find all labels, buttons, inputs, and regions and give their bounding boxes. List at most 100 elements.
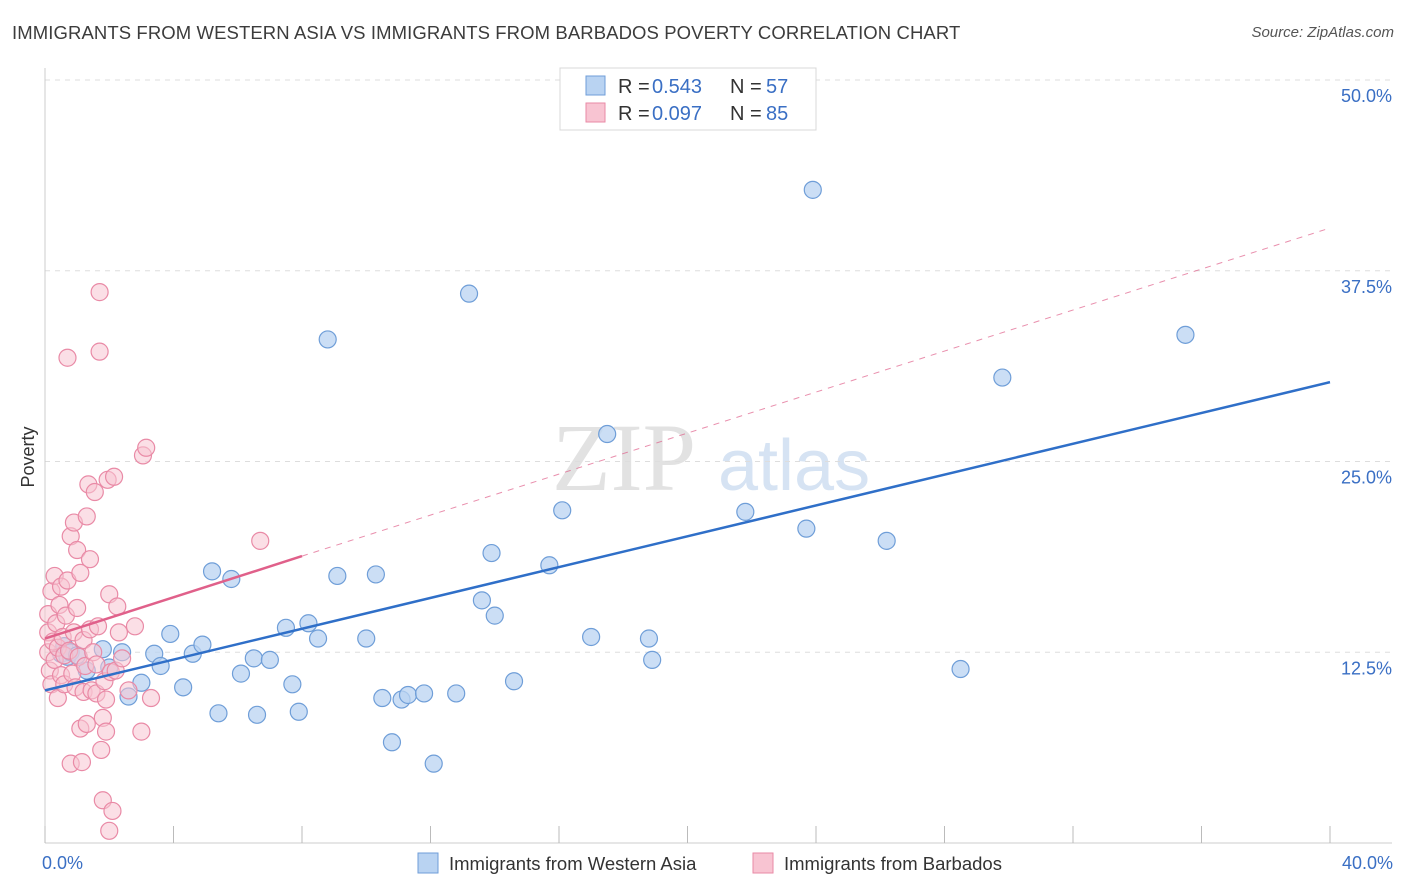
y-tick-label-2: 37.5% [1341, 277, 1392, 297]
western-asia-point-14 [174, 678, 193, 697]
grid [45, 79, 1392, 653]
western-asia-point-40 [459, 284, 479, 303]
barbados-point-67 [125, 617, 145, 636]
bottom-legend-swatch-barbados [752, 852, 774, 874]
y-tick-label-3: 50.0% [1341, 86, 1392, 106]
western-asia-point-42 [482, 543, 501, 563]
western-asia-point-39 [447, 684, 466, 703]
western-asia-point-32 [366, 565, 385, 584]
western-asia-point-43 [485, 606, 504, 625]
bottom-legend-label-barbados: Immigrants from Barbados [784, 853, 1002, 874]
barbados-point-37 [77, 507, 96, 526]
western-asia-point-41 [472, 591, 491, 610]
x-tick-labels: 0.0% 40.0% [42, 853, 1393, 873]
western-asia-point-48 [598, 424, 617, 444]
western-asia-point-51 [736, 502, 755, 521]
barbados-point-20 [58, 348, 77, 367]
western-asia-point-23 [260, 650, 279, 669]
x-tick-label-1: 40.0% [1342, 853, 1393, 873]
barbados-point-54 [96, 722, 116, 741]
trend-line-western-asia [44, 380, 1331, 692]
western-asia-point-13 [161, 624, 180, 644]
western-asia-point-33 [373, 688, 392, 708]
western-asia-point-57 [1176, 325, 1195, 344]
barbados-point-57 [100, 821, 119, 840]
western-asia-point-47 [582, 627, 601, 647]
legend-n-label-0: N = [730, 76, 762, 98]
western-asia-point-22 [247, 705, 267, 724]
legend-n-label-1: N = [730, 103, 762, 125]
y-axis-label: Poverty [18, 426, 38, 487]
western-asia-point-30 [328, 566, 347, 586]
barbados-point-28 [68, 540, 87, 560]
barbados-point-66 [119, 681, 138, 700]
western-asia-point-56 [993, 368, 1012, 387]
barbados-point-41 [80, 550, 100, 569]
barbados-point-48 [90, 283, 109, 302]
western-asia-point-53 [803, 180, 822, 199]
western-asia-point-46 [553, 501, 572, 520]
legend-n-value-0: 57 [766, 76, 788, 98]
barbados-point-44 [85, 482, 104, 502]
legend-r-value-1: 0.097 [652, 103, 702, 125]
western-asia-point-52 [797, 519, 816, 538]
legend-n-value-1: 85 [766, 103, 788, 125]
legend-r-label-0: R = [618, 76, 650, 98]
trend-line-barbados-extended [301, 227, 1331, 557]
series-barbados-points [39, 283, 270, 840]
western-asia-point-34 [382, 733, 402, 752]
legend-swatch-western-asia [585, 75, 606, 96]
watermark-zip: ZIP [552, 404, 696, 511]
barbados-point-38 [77, 714, 96, 734]
barbados-point-64 [109, 623, 128, 642]
trend-line-barbados [44, 554, 303, 640]
western-asia-point-44 [504, 672, 524, 691]
western-asia-point-26 [289, 702, 308, 721]
watermark: ZIP atlas [552, 404, 870, 511]
barbados-point-55 [96, 690, 116, 709]
y-tick-label-0: 12.5% [1341, 658, 1392, 678]
legend-r-label-1: R = [618, 103, 650, 125]
series-legend: Immigrants from Western Asia Immigrants … [417, 852, 1002, 874]
western-asia-point-29 [318, 330, 337, 349]
bottom-legend-label-western-asia: Immigrants from Western Asia [449, 853, 697, 874]
western-asia-point-38 [424, 754, 443, 773]
watermark-atlas: atlas [718, 426, 870, 506]
chart-title: IMMIGRANTS FROM WESTERN ASIA VS IMMIGRAN… [12, 22, 961, 43]
y-tick-label-1: 25.0% [1341, 468, 1392, 488]
source-label: Source: ZipAtlas.com [1251, 24, 1394, 41]
western-asia-point-25 [283, 675, 302, 694]
barbados-point-29 [68, 598, 87, 618]
trend-lines [44, 227, 1331, 692]
barbados-point-71 [141, 688, 161, 708]
barbados-point-50 [92, 740, 111, 760]
western-asia-point-36 [398, 685, 418, 705]
correlation-legend: R = 0.543 N = 57 R = 0.097 N = 85 [559, 67, 817, 131]
barbados-point-72 [251, 531, 270, 550]
western-asia-point-28 [308, 629, 328, 648]
barbados-point-45 [87, 655, 106, 674]
western-asia-point-54 [877, 531, 896, 550]
western-asia-point-17 [202, 562, 222, 581]
legend-r-value-0: 0.543 [652, 76, 702, 98]
barbados-point-31 [71, 563, 90, 582]
western-asia-point-18 [209, 704, 228, 723]
western-asia-point-31 [357, 629, 376, 648]
barbados-point-68 [132, 722, 151, 741]
barbados-point-60 [103, 801, 122, 821]
western-asia-point-50 [643, 650, 662, 669]
x-tick-label-0: 0.0% [42, 853, 83, 873]
barbados-point-70 [137, 438, 156, 457]
bottom-legend-swatch-western-asia [417, 852, 439, 874]
western-asia-point-55 [951, 659, 970, 679]
western-asia-point-49 [639, 629, 659, 648]
y-tick-labels: 12.5% 25.0% 37.5% 50.0% [1341, 86, 1392, 678]
barbados-point-49 [90, 342, 109, 361]
barbados-point-65 [112, 649, 132, 668]
barbados-point-61 [104, 467, 124, 486]
western-asia-point-21 [244, 649, 263, 668]
western-asia-point-37 [414, 684, 434, 703]
barbados-point-33 [72, 753, 92, 772]
western-asia-point-20 [231, 664, 251, 683]
